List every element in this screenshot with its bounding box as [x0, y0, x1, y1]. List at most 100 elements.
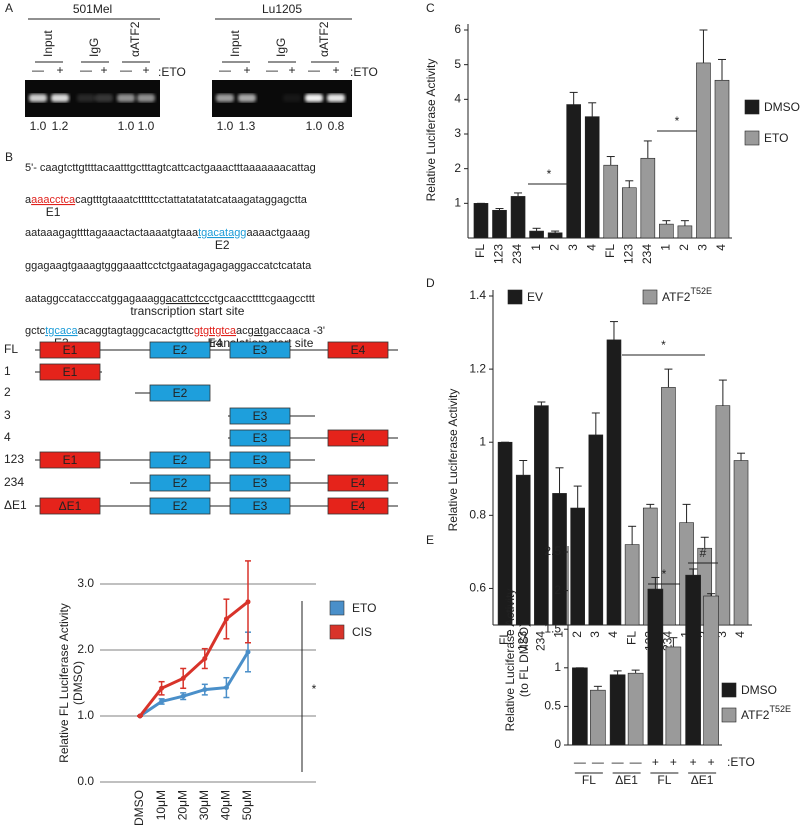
- legend-name: ETO: [764, 131, 788, 145]
- y-tick-label: 2: [554, 583, 561, 597]
- series-line: [138, 600, 249, 717]
- legend-label: DMSO: [764, 100, 800, 114]
- legend-swatch: [642, 289, 658, 305]
- treatment-label: :ETO: [158, 65, 186, 79]
- x-tick-label: FL: [624, 631, 638, 645]
- construct-label: ΔE1: [4, 498, 27, 512]
- band-quantity: 1.0: [118, 119, 135, 133]
- sequence-segment: acg: [236, 325, 254, 337]
- legend-label: ETO: [764, 131, 788, 145]
- element-label: E3: [253, 499, 268, 513]
- element-label: ΔE1: [59, 499, 82, 513]
- bar: [640, 157, 656, 239]
- y-tick-label: 5: [454, 57, 461, 71]
- legend-name: EV: [527, 290, 543, 304]
- bar: [621, 187, 637, 239]
- lane-label: αATF2: [317, 21, 331, 57]
- bar: [703, 595, 719, 746]
- x-tick-label: 2: [547, 244, 561, 251]
- x-tick-label: 123: [492, 244, 506, 264]
- bar: [685, 574, 701, 746]
- element-box: [229, 497, 291, 515]
- treatment-sign: +: [332, 63, 339, 77]
- sequence-line: aataggccatacccatggagaaaggacattctccctgcaa…: [25, 293, 315, 305]
- y-tick-label: 3: [454, 126, 461, 140]
- sequence-segment: tgcaca: [45, 325, 78, 337]
- bar: [733, 460, 749, 626]
- element-label: E4: [351, 343, 366, 357]
- data-point: [180, 693, 186, 699]
- element-box: [229, 341, 291, 359]
- element-label: E1: [63, 343, 78, 357]
- legend-swatch: [744, 99, 760, 115]
- x-tick-label: 4: [606, 631, 620, 638]
- panel-label: A: [5, 1, 13, 15]
- bar: [647, 588, 664, 746]
- y-tick-label: 1.2: [469, 361, 486, 375]
- band-quantity: 1.0: [138, 119, 155, 133]
- data-point: [223, 685, 229, 691]
- element-label: E2: [173, 453, 188, 467]
- treatment-sign: +: [142, 63, 149, 77]
- element-box: [229, 407, 291, 425]
- bar: [584, 116, 600, 239]
- element-box: [149, 384, 211, 402]
- sequence-segment: acaggtagtaggcacactgttc: [78, 325, 195, 337]
- element-label: E1: [63, 365, 78, 379]
- element-box: [229, 474, 291, 492]
- element-label: E2: [173, 386, 188, 400]
- data-point: [202, 656, 208, 662]
- bar: [529, 230, 544, 239]
- significance-mark: *: [661, 338, 666, 352]
- treatment-sign: +: [100, 63, 107, 77]
- lane-label: Input: [228, 30, 242, 57]
- sequence-segment: aaaactgaaag: [246, 227, 310, 239]
- bar: [547, 232, 563, 239]
- x-tick-label: 2: [677, 244, 691, 251]
- x-tick-label: 3: [588, 631, 602, 638]
- element-label: E3: [253, 476, 268, 490]
- treatment-sign: +: [652, 755, 659, 769]
- y-tick-label: 2: [454, 161, 461, 175]
- treatment-sign: +: [56, 63, 63, 77]
- construct-label: 2: [4, 385, 11, 399]
- x-tick-label: 4: [733, 631, 747, 638]
- element-label: E3: [253, 453, 268, 467]
- y-tick-label: 1.4: [469, 288, 486, 302]
- bar: [572, 667, 588, 746]
- x-tick-label: FL: [657, 773, 671, 787]
- bar: [696, 62, 711, 239]
- lane-label: IgG: [87, 38, 101, 57]
- x-tick-label: 4: [584, 244, 598, 251]
- element-box: [327, 429, 389, 447]
- legend-swatch: [329, 624, 345, 640]
- legend-swatch: [744, 130, 760, 146]
- sequence-segment: aaacctca: [31, 194, 76, 206]
- treatment-sign: +: [690, 755, 697, 769]
- sequence-label: E4: [208, 336, 223, 350]
- element-label: E1: [63, 453, 78, 467]
- legend-label: ATF2T52E: [662, 286, 712, 304]
- legend-name: ETO: [352, 601, 376, 615]
- bar: [665, 646, 682, 746]
- x-tick-label: 123: [515, 631, 529, 651]
- band-quantity: 1.0: [217, 119, 234, 133]
- x-tick-label: 1: [529, 244, 543, 251]
- sequence-segment: accaaca -3': [269, 325, 325, 337]
- gel-band: [238, 94, 256, 102]
- panel-label: B: [5, 150, 13, 164]
- sequence-line: gctctgcacaacaggtagtaggcacactgttcgtgttgtc…: [25, 325, 325, 337]
- significance-mark: *: [312, 682, 317, 696]
- gel-title: 501Mel: [73, 2, 112, 16]
- sequence-line: ggagaagtgaaagtgggaaattcctctgaatagagagagg…: [25, 260, 312, 272]
- y-axis-label: Relative Luciferase Activity: [424, 59, 438, 202]
- sequence-segment: tgacatagg: [198, 227, 246, 239]
- lane-label: Input: [41, 30, 55, 57]
- construct-label: 4: [4, 430, 11, 444]
- element-label: E2: [173, 499, 188, 513]
- construct-label: 234: [4, 475, 24, 489]
- treatment-sign: —: [630, 755, 642, 769]
- sequence-label: transcription start site: [130, 304, 244, 318]
